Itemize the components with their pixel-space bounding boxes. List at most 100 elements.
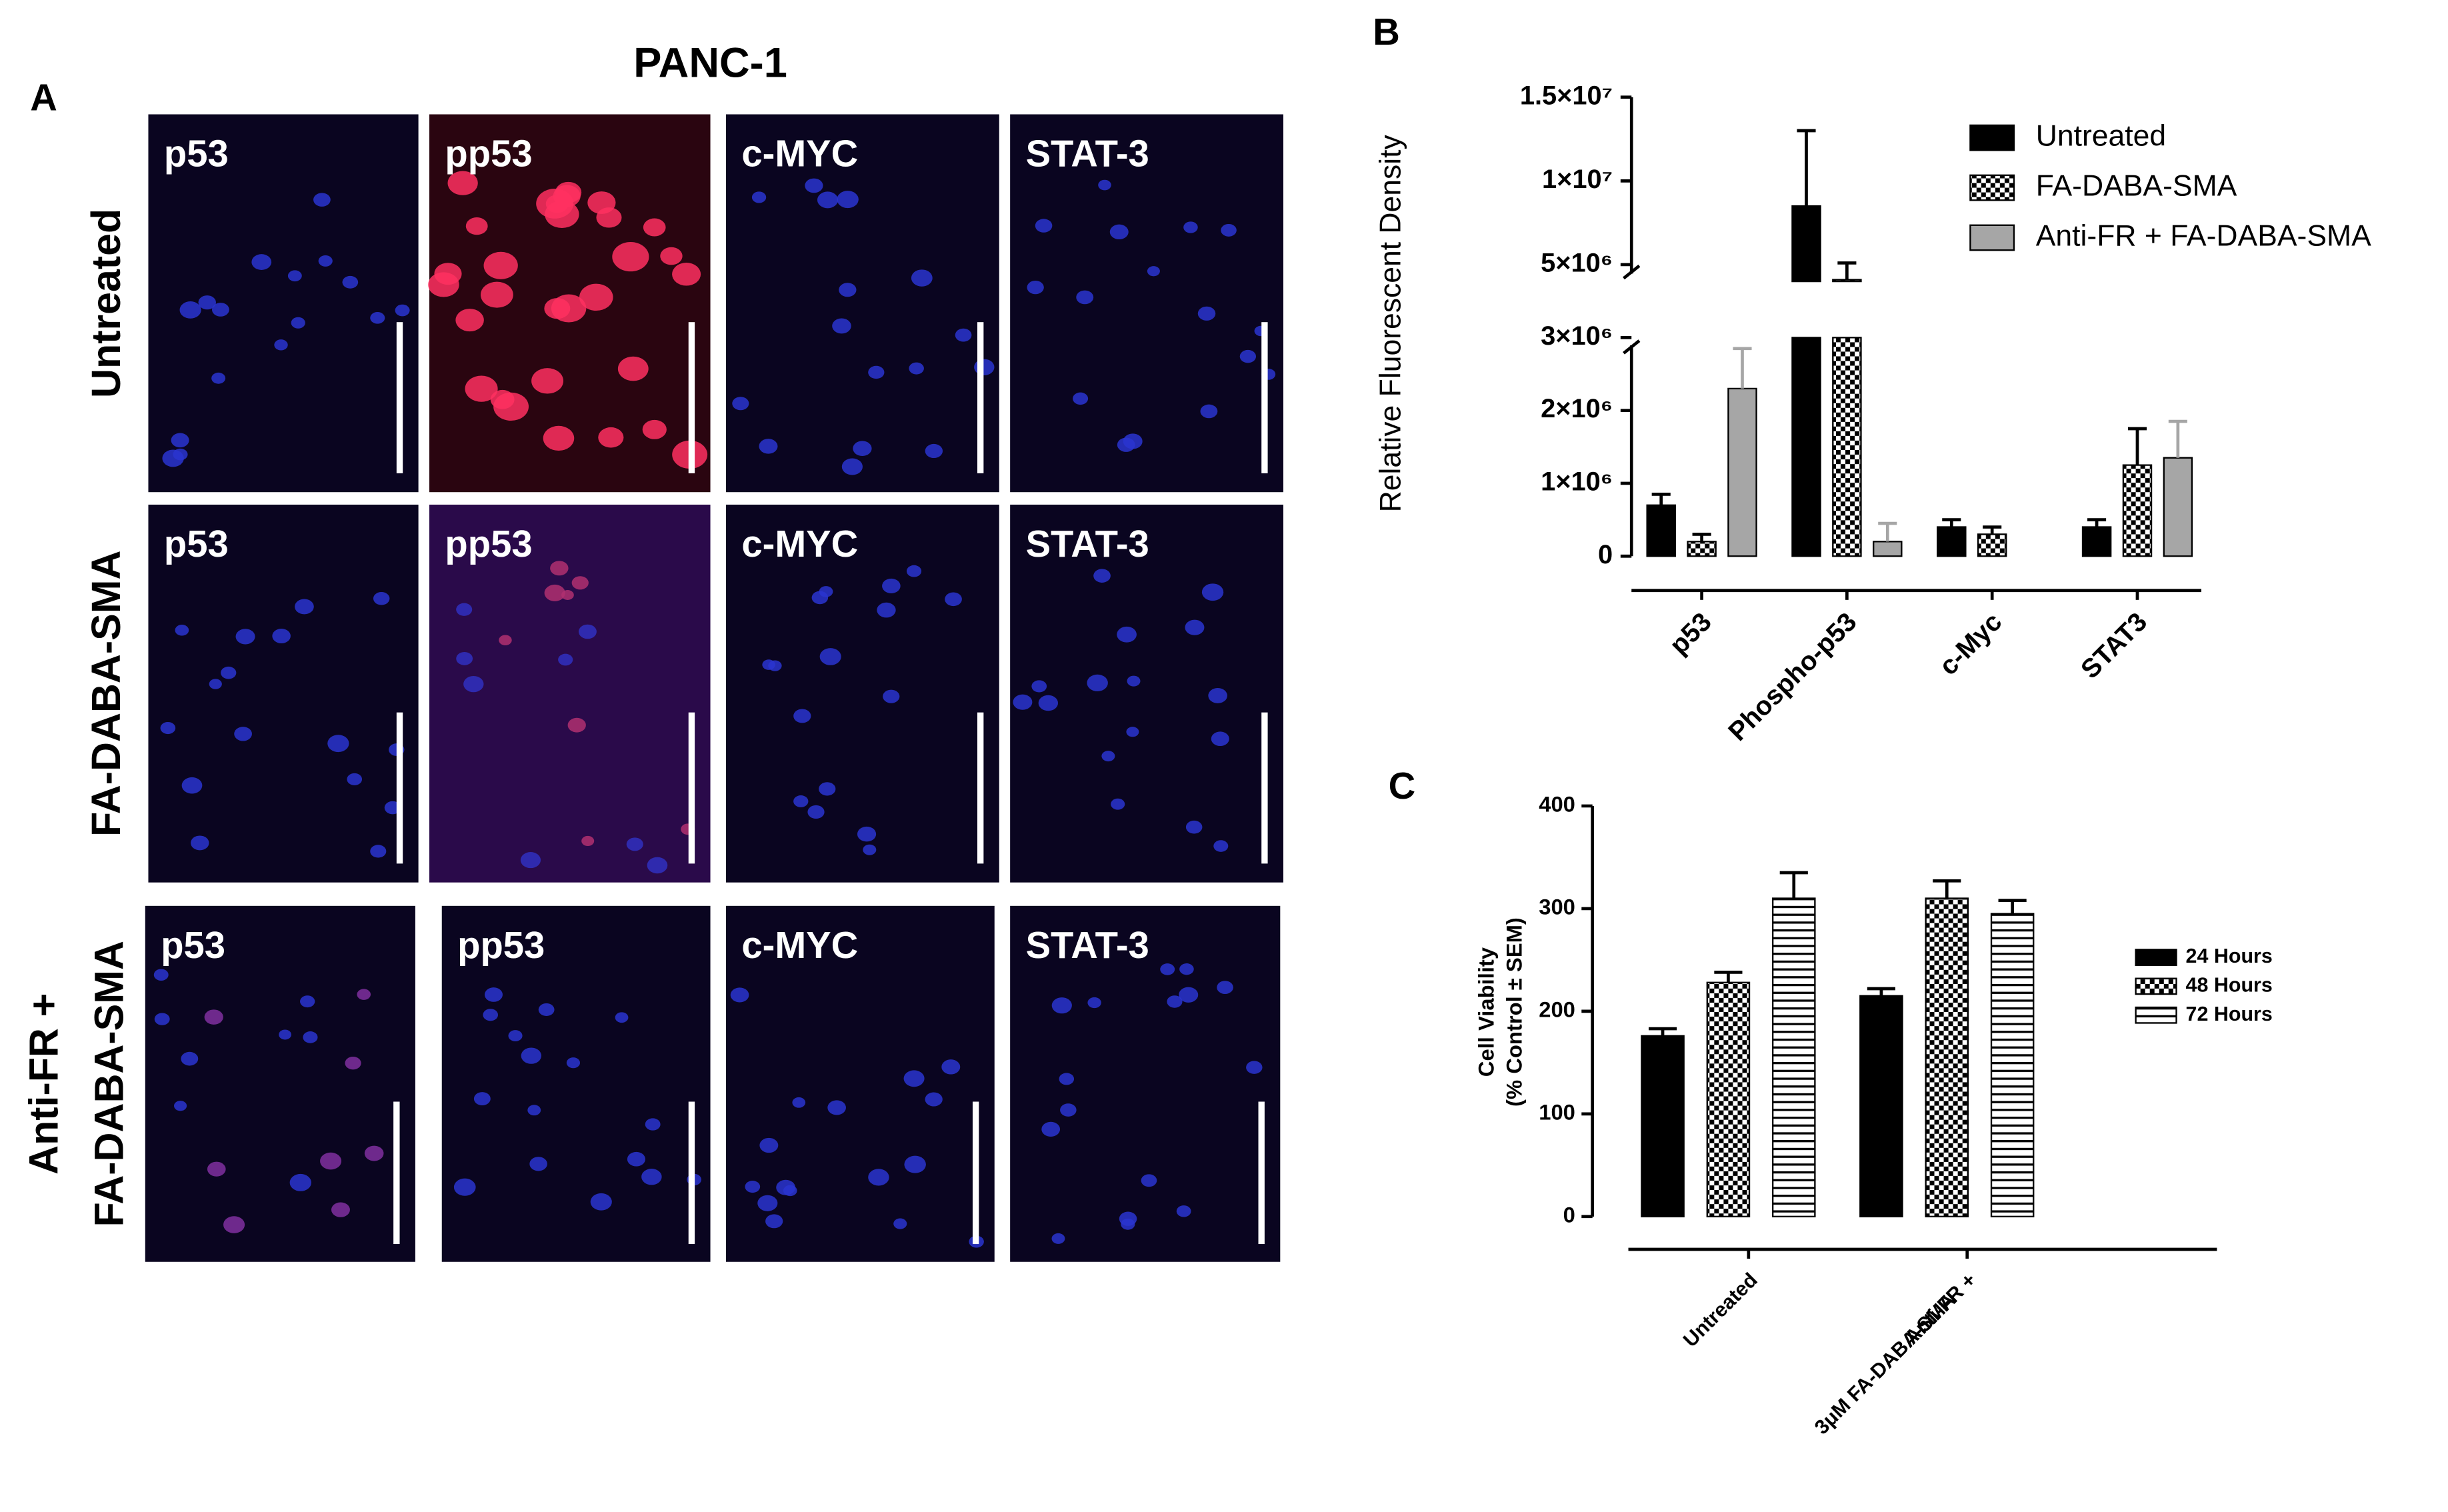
nucleus <box>911 269 933 287</box>
stain-label: STAT-3 <box>1026 133 1149 175</box>
nucleus <box>455 309 484 332</box>
axis-break <box>1623 264 1641 280</box>
nucleus <box>765 1214 783 1229</box>
micrograph-background <box>1010 504 1283 883</box>
nucleus <box>529 1157 547 1171</box>
nucleus <box>615 1012 629 1023</box>
nucleus <box>499 635 512 646</box>
nucleus <box>331 1202 350 1217</box>
nucleus <box>1109 224 1129 240</box>
bar <box>2163 457 2193 557</box>
nucleus <box>480 281 513 308</box>
axis-break <box>1623 339 1641 355</box>
y-tick-label: 200 <box>1539 997 1575 1022</box>
micrograph-background <box>145 905 415 1262</box>
nucleus <box>1093 569 1111 583</box>
nucleus <box>318 255 333 267</box>
micrograph: p53 <box>148 114 419 493</box>
nucleus <box>370 845 387 858</box>
nucleus <box>171 433 189 448</box>
stain-label: p53 <box>161 924 225 966</box>
nucleus <box>868 365 885 379</box>
nucleus <box>1035 219 1053 233</box>
bar <box>1859 995 1903 1218</box>
nucleus <box>456 651 473 665</box>
y-tick-label: 0 <box>1563 1202 1575 1227</box>
row-label: Untreated <box>83 209 129 398</box>
nucleus <box>538 1003 555 1016</box>
nucleus <box>198 295 216 310</box>
nucleus <box>759 1137 779 1153</box>
scale-bar <box>393 1101 400 1245</box>
nucleus <box>531 368 564 394</box>
error-bar <box>1998 899 2027 914</box>
nucleus <box>783 1185 797 1197</box>
nucleus <box>1101 751 1115 762</box>
error-bar <box>1942 518 1961 527</box>
nucleus <box>566 1057 581 1069</box>
scale-bar <box>688 1101 695 1245</box>
nucleus <box>955 328 972 342</box>
error-bar <box>1733 347 1752 389</box>
y-axis-label: Relative Fluorescent Density <box>1375 134 1407 512</box>
nucleus <box>1121 1218 1135 1230</box>
error-bar <box>1837 261 1857 280</box>
nucleus <box>1179 963 1194 975</box>
bar <box>1832 279 1862 557</box>
bar <box>1706 981 1751 1218</box>
nucleus <box>904 1155 926 1173</box>
nucleus <box>974 359 995 375</box>
nucleus <box>1201 583 1224 601</box>
bar <box>1687 541 1717 557</box>
nucleus <box>868 1169 889 1186</box>
nucleus <box>179 301 201 319</box>
y-tick-label: 300 <box>1539 895 1575 919</box>
nucleus <box>1076 290 1094 305</box>
nucleus <box>626 837 643 851</box>
nucleus <box>1059 1073 1075 1085</box>
micrograph: c-MYC <box>725 905 995 1262</box>
nucleus <box>561 589 574 600</box>
nucleus <box>181 1051 199 1066</box>
micrograph: pp53 <box>429 504 711 883</box>
stain-label: p53 <box>164 133 229 175</box>
nucleus <box>347 773 363 785</box>
nucleus <box>819 782 836 796</box>
nucleus <box>792 1097 806 1108</box>
nucleus <box>1183 221 1198 233</box>
nucleus <box>832 318 851 334</box>
nucleus <box>508 1030 523 1042</box>
nucleus <box>945 592 962 607</box>
nucleus <box>558 653 573 666</box>
scale-bar <box>1258 1101 1265 1245</box>
nucleus <box>647 857 668 874</box>
nucleus <box>428 272 459 297</box>
error-bar <box>1714 971 1743 983</box>
nucleus <box>211 303 229 317</box>
nucleus <box>732 397 749 411</box>
nucleus <box>579 283 613 311</box>
nucleus <box>1239 349 1257 363</box>
nucleus <box>567 717 586 733</box>
micrograph-background <box>725 504 999 883</box>
nucleus <box>1185 820 1203 834</box>
nucleus <box>1098 179 1111 191</box>
legend-label: Untreated <box>2036 119 2166 152</box>
micrograph-background <box>148 504 419 883</box>
nucleus <box>1087 674 1108 691</box>
error-bar <box>1933 879 1961 899</box>
nucleus <box>484 987 503 1002</box>
error-bar <box>1779 871 1808 899</box>
nucleus <box>342 275 359 289</box>
nucleus <box>590 1193 612 1211</box>
panel-title: PANC-1 <box>633 40 787 87</box>
nucleus <box>160 721 176 735</box>
nucleus <box>550 561 569 576</box>
nucleus <box>1141 1174 1157 1187</box>
nucleus <box>1176 1205 1191 1217</box>
legend-swatch <box>1969 124 2015 151</box>
micrograph-background <box>725 114 999 493</box>
nucleus <box>1041 1121 1061 1137</box>
nucleus <box>395 304 410 317</box>
